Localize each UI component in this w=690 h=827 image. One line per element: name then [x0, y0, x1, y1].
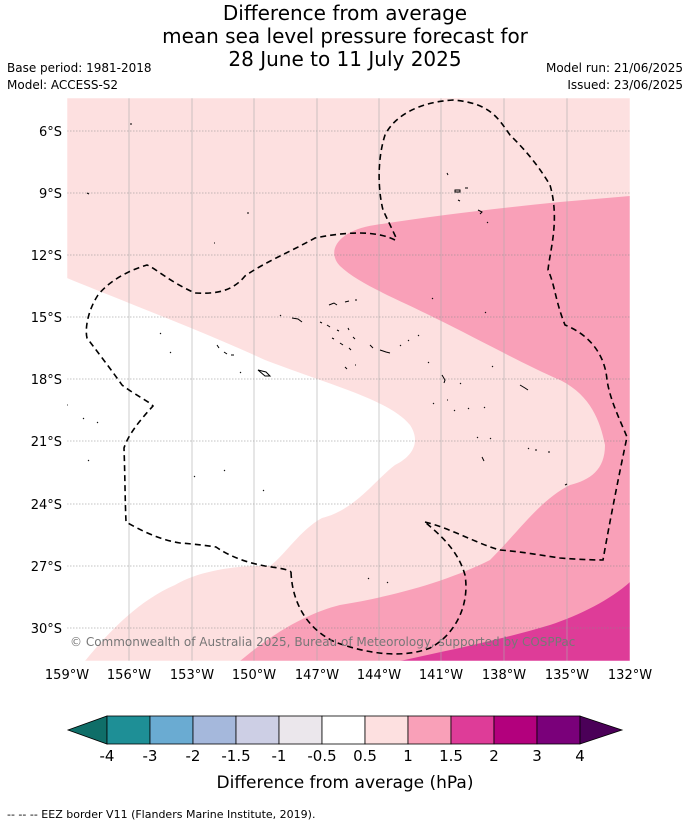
colorbar-segment [321, 715, 366, 745]
colorbar-tick-label: 4 [575, 747, 585, 765]
lat-label: 27°S [31, 560, 62, 575]
title-line-2: mean sea level pressure forecast for [162, 24, 528, 48]
map-frame [66, 97, 631, 662]
chart-title: Difference from average mean sea level p… [0, 2, 690, 71]
lat-label: 6°S [39, 125, 62, 140]
lon-label: 159°W [45, 668, 89, 683]
lon-label: 135°W [545, 668, 589, 683]
colorbar-low-extension [66, 715, 108, 745]
islands [67, 123, 568, 584]
lon-label: 132°W [608, 668, 652, 683]
colorbar-tick-label: -0.5 [307, 747, 336, 765]
colorbar-tick-label: -1.5 [221, 747, 250, 765]
colorbar-segment [450, 715, 495, 745]
lat-label: 30°S [31, 622, 62, 637]
model-name: Model: ACCESS-S2 [7, 78, 119, 92]
colorbar-tick-label: 1.5 [439, 747, 463, 765]
title-line-3: 28 June to 11 July 2025 [228, 47, 462, 71]
lat-label: 15°S [31, 311, 62, 326]
colorbar-tick-label: -2 [186, 747, 201, 765]
colorbar-label: Difference from average (hPa) [217, 773, 474, 793]
longitude-ticks: 159°W 156°W 153°W 150°W 147°W 144°W 141°W 138°W… [45, 668, 652, 683]
colorbar-tick-label: 1 [403, 747, 413, 765]
graticule [67, 130, 630, 629]
latitude-ticks: 6°S 9°S 12°S 15°S 18°S 21°S 24°S 27°S 30°S [31, 125, 62, 637]
colorbar-tick-label: 0.5 [353, 747, 377, 765]
copyright-notice: © Commonwealth of Australia 2025, Bureau… [70, 635, 575, 649]
lon-label: 156°W [107, 668, 151, 683]
colorbar-tick-label: -4 [100, 747, 115, 765]
lat-label: 18°S [31, 373, 62, 388]
lon-label: 153°W [170, 668, 214, 683]
colorbar-segment [235, 715, 280, 745]
lon-label: 138°W [482, 668, 526, 683]
lon-label: 150°W [232, 668, 276, 683]
lon-label: 141°W [419, 668, 463, 683]
colorbar-tick-label: 3 [532, 747, 542, 765]
title-line-1: Difference from average [222, 1, 468, 25]
lat-label: 21°S [31, 435, 62, 450]
meridians [128, 98, 568, 661]
colorbar: -4 -3 -2 -1.5 -1 -0.5 0.5 1 1.5 2 3 4 [66, 715, 624, 765]
eez-legend: -- -- -- EEZ border V11 (Flanders Marine… [7, 808, 316, 821]
lon-label: 147°W [295, 668, 339, 683]
lon-label: 144°W [357, 668, 401, 683]
colorbar-high-extension [579, 715, 624, 745]
pressure-anomaly-map: © Commonwealth of Australia 2025, Bureau… [31, 97, 652, 793]
colorbar-segment [536, 715, 581, 745]
lat-label: 12°S [31, 249, 62, 264]
base-period: Base period: 1981-2018 [7, 61, 152, 75]
eez-borders [85, 99, 628, 655]
colorbar-segment [278, 715, 323, 745]
model-run: Model run: 21/06/2025 [545, 61, 683, 75]
colorbar-segment [149, 715, 194, 745]
neutral-region [67, 278, 415, 661]
colorbar-tick-label: 2 [489, 747, 499, 765]
colorbar-segment [493, 715, 538, 745]
lat-label: 9°S [39, 187, 62, 202]
meta-right: Model run: 21/06/2025 Issued: 23/06/2025 [546, 60, 683, 94]
band-medium-pink [240, 196, 630, 661]
colorbar-tick-label: -3 [143, 747, 158, 765]
band-magenta [400, 582, 630, 661]
colorbar-segment [407, 715, 452, 745]
colorbar-segment [364, 715, 409, 745]
colorbar-segment [106, 715, 151, 745]
lat-label: 24°S [31, 498, 62, 513]
colorbar-tick-label: -1 [272, 747, 287, 765]
colorbar-segment [192, 715, 237, 745]
meta-left: Base period: 1981-2018 Model: ACCESS-S2 [7, 60, 152, 94]
issued-date: Issued: 23/06/2025 [567, 78, 683, 92]
